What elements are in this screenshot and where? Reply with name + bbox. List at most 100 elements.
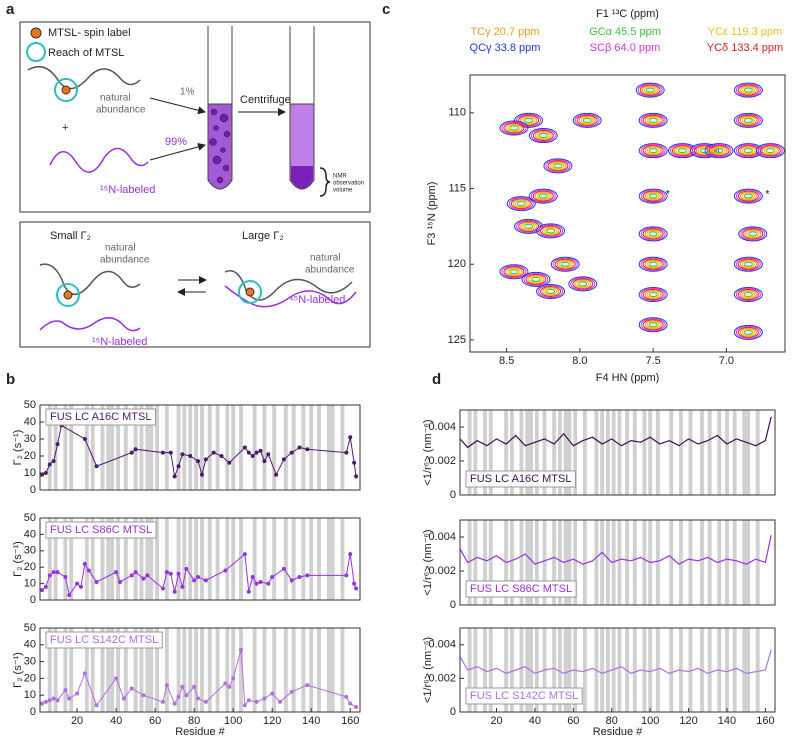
- point: [270, 691, 275, 696]
- shaded-residue: [291, 628, 296, 712]
- shaded-residue: [133, 628, 138, 712]
- x-tick-label: 160: [341, 715, 359, 727]
- pellet: [291, 166, 313, 189]
- contour: [743, 329, 753, 335]
- point: [223, 568, 228, 573]
- shaded-residue: [272, 405, 277, 490]
- contour: [639, 84, 661, 96]
- point: [67, 696, 72, 701]
- shaded-residue: [552, 410, 557, 495]
- shaded-residue: [746, 410, 751, 495]
- legend-entry: YCδ 133.4 ppm: [707, 42, 783, 54]
- x-tick-label: 120: [263, 715, 281, 727]
- point: [242, 703, 247, 708]
- point: [246, 450, 251, 455]
- contour: [648, 322, 658, 328]
- y-tick-label: 120: [448, 258, 466, 270]
- contour: [675, 147, 689, 155]
- x-tick-label: 40: [529, 715, 541, 727]
- shaded-residue: [182, 628, 187, 712]
- panel-label: a: [6, 1, 15, 18]
- contour: [523, 272, 549, 286]
- label: 1%: [180, 87, 195, 98]
- contour: [568, 276, 598, 292]
- point: [348, 552, 353, 557]
- contour: [538, 193, 548, 199]
- contour: [735, 83, 761, 97]
- shaded-residue: [90, 628, 95, 712]
- diagram-bottom: Small Γ₂ natural abundance ¹⁵N-labeled L…: [19, 221, 371, 348]
- point: [82, 437, 87, 441]
- point: [176, 571, 181, 576]
- contour: [646, 321, 660, 329]
- shaded-residue: [504, 628, 509, 712]
- shaded-residue: [725, 628, 729, 712]
- legend-entry: GCα 45.5 ppm: [589, 26, 661, 38]
- legend-box: [45, 631, 163, 649]
- contour: [538, 224, 564, 238]
- shaded-residue: [200, 628, 204, 712]
- point: [344, 694, 349, 699]
- plot-frame: [39, 517, 361, 601]
- shaded-residue: [164, 518, 169, 600]
- shaded-residue: [69, 405, 74, 490]
- shaded-residue: [563, 628, 568, 712]
- shaded-residue: [755, 628, 760, 712]
- contour: [551, 162, 565, 170]
- contour: [644, 229, 662, 239]
- contour: [509, 125, 519, 131]
- shaded-residue: [194, 405, 199, 490]
- point: [43, 471, 48, 475]
- x-axis-label: Residue #: [593, 726, 643, 738]
- shaded-residue: [283, 628, 288, 712]
- contour: [582, 117, 592, 123]
- shaded-residue: [617, 410, 622, 495]
- shaded-residue: [139, 518, 144, 600]
- contour: [710, 146, 728, 156]
- contour: [741, 328, 755, 336]
- contour: [642, 190, 664, 202]
- contour: [691, 144, 717, 158]
- shaded-residue: [188, 628, 193, 712]
- shaded-residue: [176, 405, 181, 490]
- contour: [704, 143, 734, 159]
- brace: [319, 167, 331, 197]
- shaded-residue: [605, 628, 610, 712]
- y-axis-label: Γ₂ (s⁻¹): [12, 430, 24, 466]
- reach: [238, 280, 262, 304]
- arrow: [149, 142, 206, 161]
- contour: [737, 258, 759, 270]
- shaded-residue: [182, 405, 187, 490]
- plot-frame: [459, 627, 776, 713]
- point: [184, 693, 189, 698]
- shaded-residue: [509, 410, 514, 495]
- shaded-residue: [632, 520, 637, 605]
- shaded-residue: [231, 518, 236, 600]
- shaded-residue: [534, 628, 539, 712]
- shaded-residue: [732, 628, 737, 712]
- point: [254, 699, 259, 704]
- contour: [642, 319, 664, 331]
- shaded-residue: [90, 405, 95, 490]
- shaded-residue: [176, 518, 181, 600]
- protein: [224, 285, 357, 308]
- point: [63, 575, 68, 580]
- contour: [755, 143, 785, 159]
- frame: [19, 221, 371, 348]
- point: [51, 459, 56, 464]
- y-tick-label: 0.002: [428, 455, 456, 467]
- shaded-residue: [611, 410, 616, 495]
- contour: [547, 160, 569, 172]
- contour: [642, 145, 664, 157]
- contour: [648, 193, 658, 199]
- point: [196, 575, 201, 580]
- point: [172, 474, 177, 479]
- y-axis-label: <1/r⁶> (nm⁻⁶): [422, 637, 434, 703]
- contour: [638, 188, 668, 204]
- y-axis-label: Γ₂ (s⁻¹): [12, 652, 24, 688]
- arrow: [149, 97, 206, 115]
- contour: [528, 188, 558, 204]
- point: [196, 696, 201, 701]
- shaded-residue: [600, 520, 605, 605]
- contour: [524, 117, 534, 123]
